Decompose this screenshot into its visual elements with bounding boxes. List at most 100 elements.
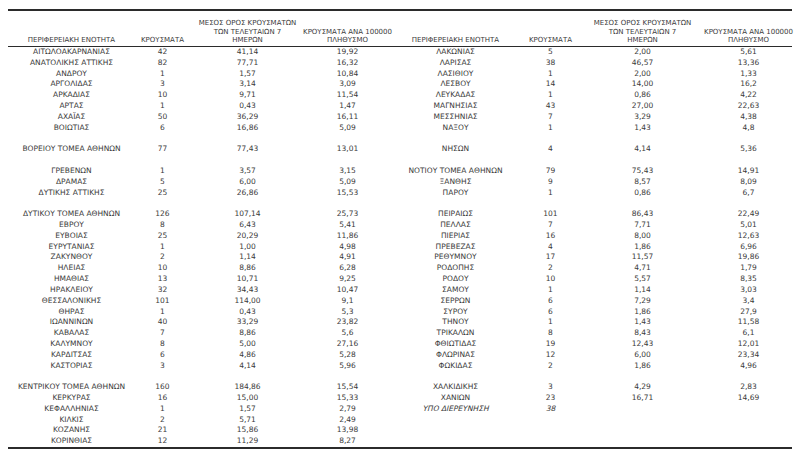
region-name: ΧΑΛΚΙΔΙΚΗΣ: [390, 382, 521, 393]
per100k-value: 12,01: [705, 339, 792, 350]
cases-value: 38: [521, 404, 580, 415]
cases-value: 38: [521, 58, 580, 69]
avg7-value: 114,00: [190, 296, 305, 307]
cases-value: 17: [521, 252, 580, 263]
avg7-value: 6,00: [190, 177, 305, 188]
per100k-value: 5,6: [305, 328, 390, 339]
region-name: ΚΙΛΚΙΣ: [8, 415, 135, 426]
region-name: ΜΑΓΝΗΣΙΑΣ: [390, 101, 521, 112]
region-name: ΚΑΛΥΜΝΟΥ: [8, 339, 135, 350]
avg7-value: 7,29: [580, 296, 705, 307]
cases-value: 5: [135, 177, 190, 188]
cases-value: 126: [135, 209, 190, 220]
avg7-value: 11,57: [580, 252, 705, 263]
region-name: ΚΟΡΙΝΘΙΑΣ: [8, 436, 135, 447]
cases-value: 79: [521, 166, 580, 177]
avg7-value: 0,43: [190, 307, 305, 318]
avg7-value: 184,86: [190, 382, 305, 393]
per100k-value: 16,32: [305, 58, 390, 69]
avg7-value: 8,86: [190, 328, 305, 339]
cases-value: 4: [521, 144, 580, 155]
per100k-value: 10,84: [305, 69, 390, 80]
avg7-value: 9,71: [190, 90, 305, 101]
region-name: ΠΡΕΒΕΖΑΣ: [390, 242, 521, 253]
per100k-value: 1,33: [705, 69, 792, 80]
per100k-value: 6,1: [705, 328, 792, 339]
avg7-value: 75,43: [580, 166, 705, 177]
per100k-value: 8,09: [705, 177, 792, 188]
avg7-value: 1,86: [580, 242, 705, 253]
per100k-value: 4,98: [305, 242, 390, 253]
region-name: ΗΛΕΙΑΣ: [8, 263, 135, 274]
region-name: ΑΧΑΪΑΣ: [8, 112, 135, 123]
per100k-value: 23,34: [705, 350, 792, 361]
avg7-value: 27,00: [580, 101, 705, 112]
avg7-value: 4,71: [580, 263, 705, 274]
table-body: ΑΙΤΩΛΟΑΚΑΡΝΑΝΙΑΣ4241,1419,92ΛΑΚΩΝΙΑΣ52,0…: [8, 47, 792, 449]
per100k-value: 9,25: [305, 274, 390, 285]
per100k-value: 15,54: [305, 382, 390, 393]
header-avg7-left: ΜΕΣΟΣ ΟΡΟΣ ΚΡΟΥΣΜΑΤΩΝ ΤΩΝ ΤΕΛΕΥΤΑΙΩΝ 7 Η…: [190, 19, 305, 46]
region-name: ΧΑΝΙΩΝ: [390, 393, 521, 404]
avg7-value: 16,86: [190, 123, 305, 134]
avg7-value: 0,86: [580, 90, 705, 101]
avg7-value: 14,00: [580, 79, 705, 90]
region-name: ΗΡΑΚΛΕΙΟΥ: [8, 285, 135, 296]
avg7-value: 0,86: [580, 188, 705, 199]
region-name: ΒΟΙΩΤΙΑΣ: [8, 123, 135, 134]
cases-value: 13: [135, 274, 190, 285]
region-name: ΑΡΓΟΛΙΔΑΣ: [8, 79, 135, 90]
cases-value: 4: [521, 242, 580, 253]
region-name: ΚΕΡΚΥΡΑΣ: [8, 393, 135, 404]
avg7-value: 1,86: [580, 361, 705, 372]
header-cases-right: ΚΡΟΥΣΜΑΤΑ: [521, 36, 580, 46]
per100k-value: 9,1: [305, 296, 390, 307]
per100k-value: 23,82: [305, 317, 390, 328]
cases-value: 16: [135, 393, 190, 404]
avg7-value: 2,00: [580, 47, 705, 58]
header-cases-left: ΚΡΟΥΣΜΑΤΑ: [135, 36, 190, 46]
avg7-value: 8,57: [580, 177, 705, 188]
header-region-label: ΠΕΡΙΦΕΡΕΙΑΚΗ ΕΝΟΤΗΤΑ: [412, 36, 499, 45]
cases-value: 25: [135, 231, 190, 242]
avg7-value: 0,43: [190, 101, 305, 112]
cases-value: 160: [135, 382, 190, 393]
per100k-value: 2,49: [305, 415, 390, 426]
per100k-value: 19,86: [705, 252, 792, 263]
per100k-value: 5,41: [305, 220, 390, 231]
region-name: ΜΕΣΣΗΝΙΑΣ: [390, 112, 521, 123]
avg7-value: 5,71: [190, 415, 305, 426]
per100k-value: 5,36: [705, 144, 792, 155]
cases-value: 77: [135, 144, 190, 155]
per100k-value: 4,96: [705, 361, 792, 372]
avg7-value: 8,43: [580, 328, 705, 339]
cases-value: 10: [521, 274, 580, 285]
cases-value: 23: [521, 393, 580, 404]
header-per100k-line2: ΠΛΗΘΥΣΜΟ: [327, 36, 368, 45]
region-name: ΡΟΔΟΠΗΣ: [390, 263, 521, 274]
cases-value: 6: [135, 123, 190, 134]
per100k-value: 13,98: [305, 425, 390, 436]
region-name: ΚΑΒΑΛΑΣ: [8, 328, 135, 339]
cases-value: 1: [135, 242, 190, 253]
region-name: ΚΟΖΑΝΗΣ: [8, 425, 135, 436]
per100k-value: 5,96: [305, 361, 390, 372]
header-avg7-line1: ΜΕΣΟΣ ΟΡΟΣ ΚΡΟΥΣΜΑΤΩΝ: [594, 19, 692, 28]
avg7-value: 77,43: [190, 144, 305, 155]
region-name: ΚΑΣΤΟΡΙΑΣ: [8, 361, 135, 372]
per100k-value: 14,91: [705, 166, 792, 177]
cases-value: 40: [135, 317, 190, 328]
region-name: ΣΑΜΟΥ: [390, 285, 521, 296]
region-name: ΥΠΟ ΔΙΕΡΕΥΝΗΣΗ: [390, 404, 521, 415]
cases-value: 1: [521, 90, 580, 101]
per100k-value: 19,92: [305, 47, 390, 58]
cases-value: 1: [521, 188, 580, 199]
avg7-value: 7,71: [580, 220, 705, 231]
avg7-value: 4,29: [580, 382, 705, 393]
cases-value: 16: [521, 231, 580, 242]
region-name: ΛΑΡΙΣΑΣ: [390, 58, 521, 69]
avg7-value: 26,86: [190, 188, 305, 199]
per100k-value: 16,11: [305, 112, 390, 123]
avg7-value: 1,00: [190, 242, 305, 253]
avg7-value: 4,86: [190, 350, 305, 361]
